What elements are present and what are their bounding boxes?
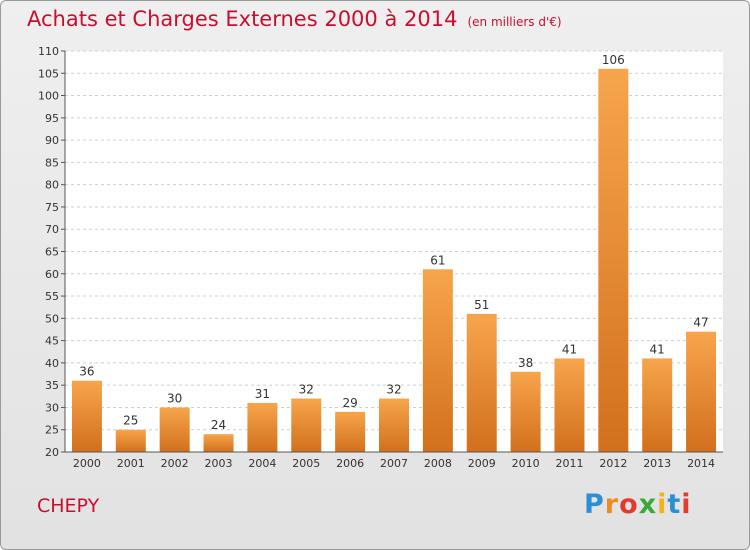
y-tick-label: 30 (45, 401, 59, 414)
data-label-2014: 47 (693, 316, 708, 330)
bar-2014 (686, 331, 717, 452)
bar-2006 (335, 411, 366, 452)
bar-2003 (203, 434, 234, 452)
logo-letter: x (638, 489, 658, 520)
y-tick-label: 60 (45, 268, 59, 281)
data-label-2006: 29 (342, 396, 357, 410)
y-tick-label: 70 (45, 223, 59, 236)
bar-2001 (115, 429, 146, 452)
proxiti-logo: Proxiti (584, 489, 692, 520)
data-label-2002: 30 (167, 391, 182, 405)
logo-letter: P (584, 489, 605, 520)
y-tick-label: 25 (45, 424, 59, 437)
y-tick-label: 75 (45, 201, 59, 214)
x-tick-label-2002: 2002 (161, 457, 189, 470)
x-tick-label-2012: 2012 (599, 457, 627, 470)
y-tick-label: 105 (38, 67, 59, 80)
data-label-2008: 61 (430, 253, 445, 267)
y-tick-label: 100 (38, 90, 59, 103)
x-tick-label-2005: 2005 (292, 457, 320, 470)
y-tick-label: 65 (45, 246, 59, 259)
data-label-2000: 36 (79, 365, 94, 379)
y-tick-label: 45 (45, 335, 59, 348)
x-tick-label-2007: 2007 (380, 457, 408, 470)
x-tick-label-2006: 2006 (336, 457, 364, 470)
bar-2004 (247, 402, 278, 452)
bar-2005 (291, 398, 322, 452)
bar-2013 (642, 358, 673, 452)
data-label-2009: 51 (474, 298, 489, 312)
y-tick-label: 55 (45, 290, 59, 303)
y-tick-label: 80 (45, 179, 59, 192)
y-tick-label: 40 (45, 357, 59, 370)
data-label-2004: 31 (255, 387, 270, 401)
x-tick-label-2011: 2011 (555, 457, 583, 470)
data-label-2003: 24 (211, 418, 226, 432)
y-tick-label: 35 (45, 379, 59, 392)
logo-letter: i (657, 489, 668, 520)
y-tick-label: 95 (45, 112, 59, 125)
bar-2008 (422, 269, 453, 452)
data-label-2010: 38 (518, 356, 533, 370)
x-tick-label-2004: 2004 (248, 457, 276, 470)
data-label-2005: 32 (299, 383, 314, 397)
logo-letter: i (681, 489, 692, 520)
bar-2007 (379, 398, 409, 452)
x-tick-label-2014: 2014 (687, 457, 715, 470)
x-tick-label-2009: 2009 (468, 457, 496, 470)
data-label-2007: 32 (386, 383, 401, 397)
y-tick-label: 110 (38, 45, 59, 58)
x-tick-label-2000: 2000 (73, 457, 101, 470)
y-tick-label: 85 (45, 156, 59, 169)
bars: 36 25 30 24 31 32 29 32 61 51 38 41 106 41 47 (71, 53, 717, 453)
x-tick-label-2010: 2010 (512, 457, 540, 470)
x-tick-label-2001: 2001 (117, 457, 145, 470)
x-axis-ticks: 2000 2001 2002 2003 2004 2005 2006 2007 2008 2009… (73, 457, 715, 470)
y-tick-label: 20 (45, 446, 59, 459)
x-tick-label-2013: 2013 (643, 457, 671, 470)
y-axis-ticks: 20 25 30 35 40 45 50 55 60 65 70 75 80 85 90 95 100 105 11… (38, 45, 65, 459)
bar-2011 (554, 358, 585, 452)
data-label-2001: 25 (123, 414, 138, 428)
logo-letter: o (619, 489, 639, 520)
bar-2002 (159, 407, 190, 452)
chart-title-text: Achats et Charges Externes 2000 à 2014 (27, 7, 458, 31)
commune-name: CHEPY (37, 495, 100, 517)
bar-2000 (71, 380, 102, 452)
y-tick-label: 50 (45, 312, 59, 325)
chart-unit: (en milliers d'€) (467, 15, 562, 29)
x-tick-label-2003: 2003 (205, 457, 233, 470)
bar-2010 (510, 371, 541, 452)
bar-2009 (466, 313, 497, 452)
y-tick-label: 90 (45, 134, 59, 147)
x-tick-label-2008: 2008 (424, 457, 452, 470)
data-label-2013: 41 (650, 342, 665, 356)
bar-2012 (598, 68, 629, 453)
data-label-2011: 41 (562, 342, 577, 356)
logo-letter: r (604, 489, 620, 520)
logo-letter: t (667, 489, 682, 520)
data-label-2012: 106 (602, 53, 625, 67)
chart-title: Achats et Charges Externes 2000 à 2014 (e… (27, 7, 562, 31)
